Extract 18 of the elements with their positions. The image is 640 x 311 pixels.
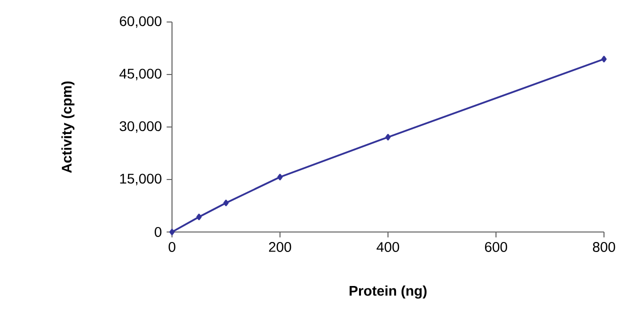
point <box>277 174 283 180</box>
point <box>385 134 391 140</box>
x-axis-title: Protein (ng) <box>350 285 427 299</box>
y-tick-label: 60,000 <box>120 16 162 28</box>
y-axis-title: Activity (cpm) <box>61 81 74 173</box>
point <box>223 200 229 206</box>
x-tick-label: 800 <box>592 242 616 252</box>
y-tick-label: 15,000 <box>120 174 162 186</box>
x-tick-label: 200 <box>269 242 292 252</box>
x-tick-label: 0 <box>168 242 176 252</box>
point <box>601 56 607 62</box>
y-tick-label: 0 <box>154 227 162 237</box>
point <box>196 214 202 220</box>
x-tick-label: 400 <box>376 242 400 252</box>
x-tick-label: 600 <box>485 242 508 252</box>
y-tick-label: 30,000 <box>120 121 162 133</box>
point <box>169 228 175 236</box>
y-tick-label: 45,000 <box>119 68 162 80</box>
